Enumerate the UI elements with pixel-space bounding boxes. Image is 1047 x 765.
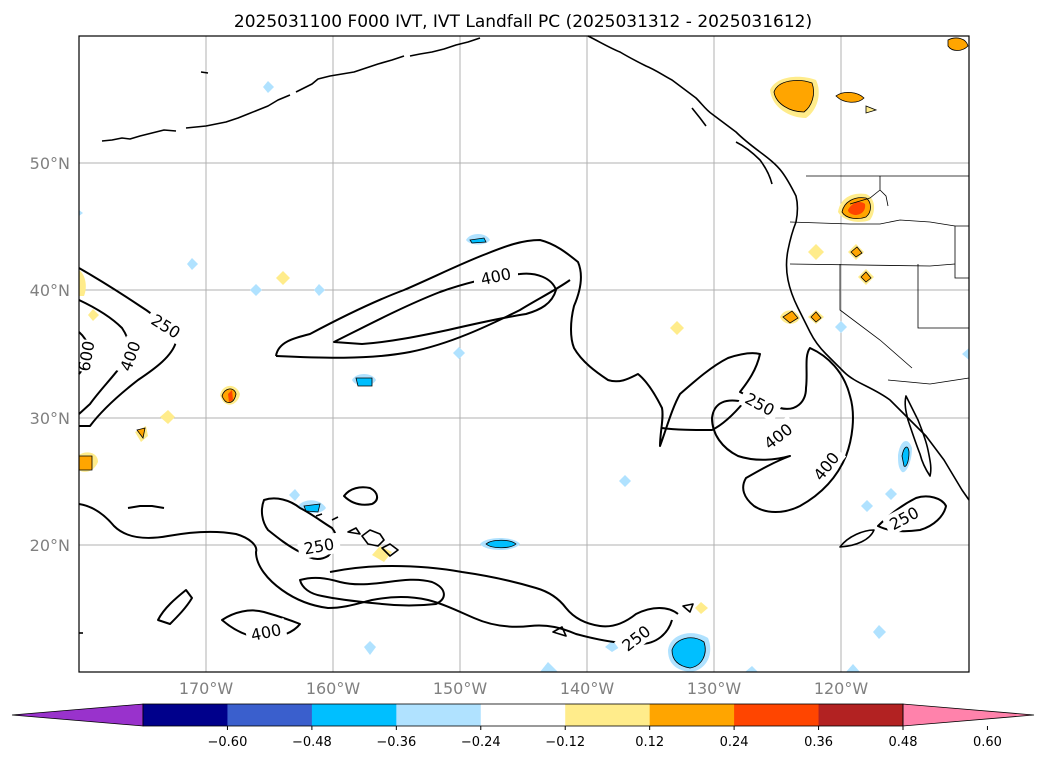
colorbar: −0.60 −0.48 −0.36 −0.24 −0.12 0.12 0.24 0.36 0.4… xyxy=(11,703,1035,750)
colorbar-extend-high xyxy=(902,703,1035,727)
colorbar-tick-label: −0.48 xyxy=(292,735,332,750)
colorbar-segment xyxy=(818,704,904,726)
lat-label-50n: 50°N xyxy=(30,154,70,173)
lon-label-130w: 130°W xyxy=(687,679,742,698)
lon-label-120w: 120°W xyxy=(814,679,869,698)
colorbar-frame xyxy=(142,703,904,727)
map-frame xyxy=(78,35,970,673)
longitude-labels: 170°W 160°W 150°W 140°W 130°W 120°W xyxy=(179,679,869,698)
colorbar-tick-label: −0.24 xyxy=(461,735,501,750)
lat-label-40n: 40°N xyxy=(30,281,70,300)
lat-label-20n: 20°N xyxy=(30,536,70,555)
colorbar-tick-label: 0.60 xyxy=(973,735,1002,750)
colorbar-tick-label: 0.24 xyxy=(720,735,749,750)
colorbar-segment xyxy=(227,704,313,726)
contour-400-plume xyxy=(333,272,557,345)
filled-probability-areas xyxy=(78,37,969,672)
coastlines xyxy=(79,35,970,637)
colorbar-segment xyxy=(396,704,482,726)
contour-250-plume xyxy=(275,239,854,513)
colorbar-segment xyxy=(565,704,651,726)
colorbar-extend-low xyxy=(11,703,144,727)
colorbar-tick-label: 0.48 xyxy=(889,735,918,750)
colorbar-tick-label: −0.60 xyxy=(208,735,248,750)
lon-label-140w: 140°W xyxy=(560,679,615,698)
colorbar-segment xyxy=(480,704,566,726)
contour-250-south xyxy=(78,503,673,645)
contour-250-baja xyxy=(877,495,947,533)
map-area xyxy=(79,36,969,672)
figure-title: 2025031100 F000 IVT, IVT Landfall PC (20… xyxy=(234,12,812,32)
lon-label-150w: 150°W xyxy=(433,679,488,698)
colorbar-segment xyxy=(734,704,820,726)
colorbar-tick-label: 0.12 xyxy=(635,735,664,750)
colorbar-tick-label: −0.12 xyxy=(545,735,585,750)
lat-label-30n: 30°N xyxy=(30,409,70,428)
colorbar-segment xyxy=(311,704,397,726)
latitude-labels: 50°N 40°N 30°N 20°N xyxy=(30,154,70,555)
colorbar-tick-label: −0.36 xyxy=(376,735,416,750)
gridlines xyxy=(79,36,969,672)
lon-label-170w: 170°W xyxy=(179,679,234,698)
political-borders xyxy=(789,175,970,385)
colorbar-segment xyxy=(649,704,735,726)
colorbar-segment xyxy=(143,704,228,726)
colorbar-tick-label: 0.36 xyxy=(804,735,833,750)
lon-label-160w: 160°W xyxy=(306,679,361,698)
